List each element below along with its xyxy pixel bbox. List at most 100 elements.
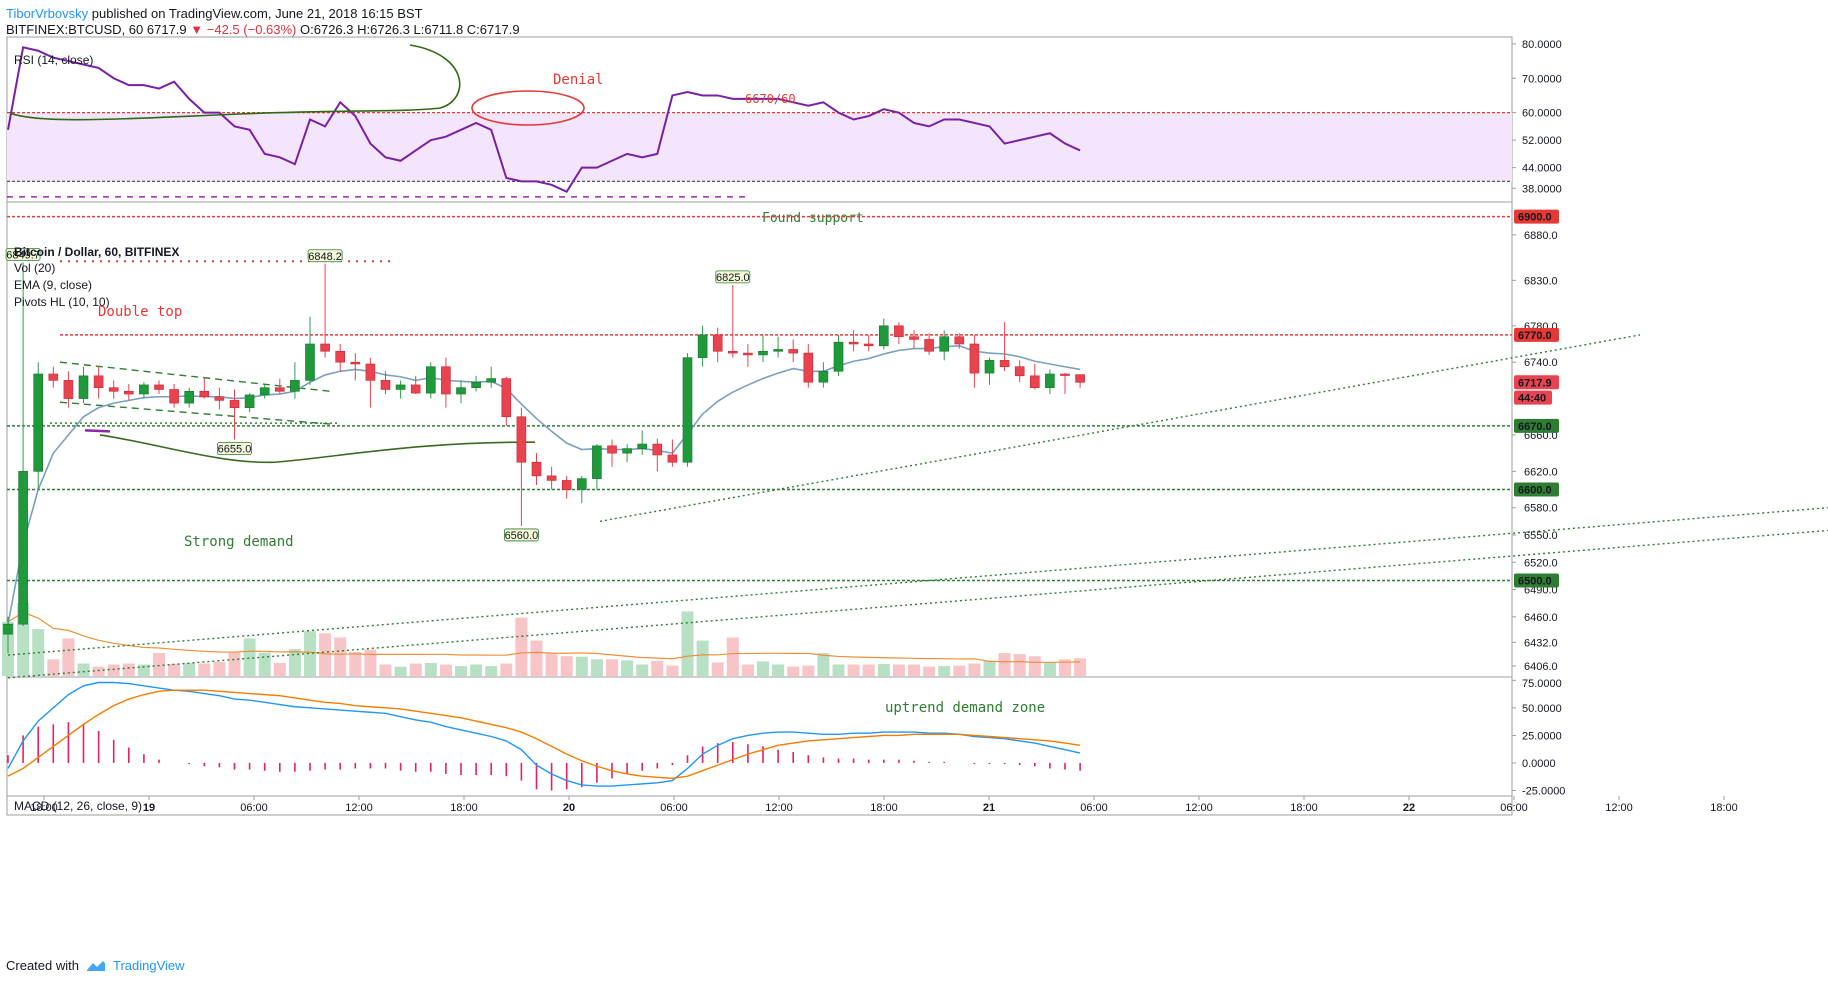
- rsi-band: [7, 112, 1512, 182]
- annotation-6670-60: 6670/60: [745, 92, 796, 106]
- volume-bar: [877, 664, 890, 676]
- pivot-label-box: [217, 442, 252, 455]
- pivot-label: 6825.0: [715, 270, 751, 284]
- price-tag-box: [1514, 573, 1559, 588]
- volume-bar: [364, 649, 377, 676]
- candle: [924, 333, 934, 355]
- price-tick-label: 6432.0: [1524, 637, 1558, 649]
- candle: [909, 330, 919, 349]
- candle-body: [1045, 373, 1055, 388]
- pivot-label-box: [307, 249, 343, 263]
- price-tick-label: 6620.0: [1524, 466, 1558, 478]
- volume-bar: [908, 664, 920, 676]
- pivot-label-text: 6655.0: [218, 444, 252, 456]
- volume-bar: [651, 660, 664, 676]
- candle: [365, 357, 376, 408]
- volume-bar: [319, 633, 332, 676]
- candle: [878, 318, 889, 350]
- volume-bar: [168, 664, 181, 676]
- candle: [501, 376, 512, 426]
- volume-ma-line: [7, 611, 1081, 664]
- candle: [667, 439, 678, 467]
- footer: Created with TradingView: [6, 958, 185, 973]
- volume-bar: [953, 665, 966, 676]
- candle-body: [335, 350, 346, 363]
- candle: [516, 407, 527, 526]
- candle-body: [697, 334, 708, 358]
- time-tick-label: 18:00: [870, 802, 898, 814]
- candle: [93, 366, 104, 399]
- price-tag: 6717.9: [1514, 375, 1559, 390]
- candle: [305, 316, 315, 385]
- macd-tick-label: 0.0000: [1522, 758, 1556, 770]
- annotation-denial: Denial: [553, 72, 604, 88]
- annotation-found-support: Found support: [762, 211, 864, 226]
- price-tick-label: 6880.0: [1524, 230, 1558, 242]
- annotation-double-top: Double top: [98, 304, 182, 320]
- volume-bar: [772, 664, 785, 676]
- tradingview-brand[interactable]: TradingView: [112, 958, 185, 973]
- candle: [471, 375, 481, 392]
- candle: [139, 382, 149, 399]
- volume-bar: [515, 617, 528, 676]
- pivot-label-text: 6849.7: [6, 249, 40, 261]
- candle: [743, 343, 753, 367]
- pivot-label-box: [5, 247, 41, 261]
- candle: [939, 330, 950, 361]
- candle-body: [124, 390, 134, 395]
- candle: [395, 380, 406, 399]
- price-tag-box: [1514, 418, 1559, 433]
- price-tag-text: 6670.0: [1518, 421, 1552, 433]
- candle-body: [622, 448, 632, 454]
- candle-body: [607, 445, 617, 454]
- rsi-tick-label: 70.0000: [1522, 73, 1562, 85]
- candle-body: [984, 360, 995, 374]
- price-tick-label: 6550.0: [1524, 530, 1558, 542]
- candle: [320, 263, 330, 358]
- candle: [622, 444, 632, 463]
- volume-bar: [787, 666, 800, 676]
- header-bar: TiborVrbovsky published on TradingView.c…: [0, 0, 1828, 44]
- price-tag-box: [1514, 209, 1559, 224]
- price-tag: 6600.0: [1514, 482, 1559, 497]
- denial-ellipse: [471, 90, 585, 126]
- macd-pane: MACD (12, 26, close, 9) 75.0000 50.0000 25.…: [7, 678, 1565, 813]
- time-tick-label: 06:00: [660, 802, 688, 814]
- candle-body: [18, 471, 28, 625]
- candle: [652, 438, 663, 472]
- ema-line: [7, 345, 1081, 625]
- author-link[interactable]: TiborVrbovsky: [6, 6, 89, 21]
- price-tag: 44:40: [1514, 390, 1552, 405]
- candle: [758, 334, 768, 363]
- price-tick-label: 6520.0: [1524, 557, 1558, 569]
- time-tick-label: 06:00: [1500, 802, 1528, 814]
- candle: [63, 371, 74, 408]
- volume-bar: [666, 665, 679, 676]
- macd-tick-label: 75.0000: [1522, 678, 1562, 690]
- candle: [169, 384, 179, 408]
- candle-body: [758, 350, 768, 356]
- volume-bar: [455, 666, 467, 676]
- volume-bar: [832, 664, 845, 676]
- tradingview-logo-icon: [86, 960, 105, 971]
- price-tag: 6900.0: [1514, 209, 1559, 224]
- volume-bar: [575, 656, 588, 676]
- candle-body: [48, 373, 59, 381]
- candle: [259, 384, 270, 399]
- price-tag-text: 44:40: [1518, 393, 1546, 405]
- candle: [199, 378, 210, 399]
- candle: [1014, 360, 1025, 383]
- trendline-rising: [599, 334, 1641, 523]
- candle-body: [274, 387, 285, 392]
- candle-body: [229, 400, 240, 408]
- time-tick-label: 12:00: [345, 802, 373, 814]
- symbol-line: BITFINEX:BTCUSD, 60 6717.9 ▼ −42.5 (−0.6…: [6, 22, 520, 37]
- candle: [561, 475, 572, 499]
- price-tick-label: 6490.0: [1524, 585, 1558, 597]
- rsi-divergence-curve: [9, 44, 461, 121]
- volume-bar: [938, 666, 951, 676]
- candle: [592, 444, 602, 490]
- price-tag-text: 6770.0: [1518, 330, 1552, 342]
- volume-bar: [213, 661, 226, 676]
